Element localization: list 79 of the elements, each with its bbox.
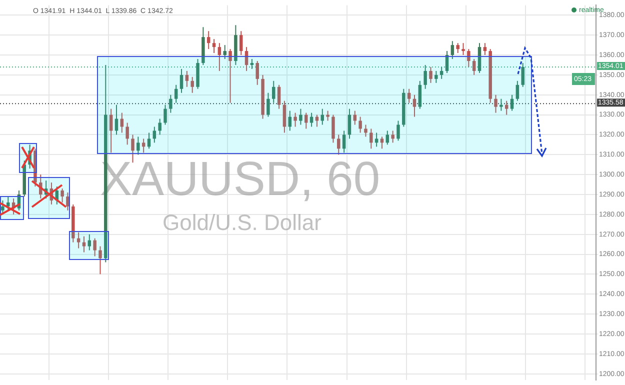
candlestick bbox=[142, 138, 146, 154]
candlestick bbox=[288, 110, 292, 132]
candlestick bbox=[304, 112, 308, 130]
candlestick bbox=[516, 80, 520, 102]
candlestick bbox=[82, 236, 86, 253]
candlestick bbox=[126, 122, 129, 146]
candlestick bbox=[424, 64, 427, 90]
candlestick bbox=[185, 70, 189, 88]
candlestick bbox=[456, 42, 460, 54]
candlestick bbox=[1, 200, 4, 215]
candlestick bbox=[266, 92, 270, 118]
candlestick bbox=[299, 108, 302, 126]
candlestick bbox=[228, 48, 232, 104]
candlestick bbox=[190, 76, 194, 94]
candlestick bbox=[407, 88, 411, 104]
candlestick bbox=[429, 66, 432, 84]
candlestick bbox=[6, 196, 10, 211]
candlestick bbox=[169, 94, 172, 114]
candlestick bbox=[450, 40, 454, 60]
candlestick bbox=[521, 62, 524, 88]
candlestick bbox=[206, 30, 210, 50]
candlestick bbox=[342, 130, 346, 154]
candlestick bbox=[412, 94, 416, 118]
candlestick bbox=[500, 98, 503, 112]
candlestick bbox=[196, 58, 200, 90]
candlestick bbox=[337, 134, 340, 156]
candlestick bbox=[353, 110, 357, 126]
candlestick bbox=[180, 68, 184, 94]
candlestick bbox=[282, 100, 286, 134]
candlestick bbox=[239, 30, 243, 56]
candlestick bbox=[478, 42, 482, 74]
candlestick bbox=[320, 108, 324, 126]
candlestick bbox=[244, 46, 248, 72]
candlestick bbox=[504, 100, 508, 116]
candlestick bbox=[88, 234, 92, 251]
candlestick bbox=[380, 136, 384, 150]
candlestick bbox=[440, 66, 444, 80]
candlestick bbox=[277, 84, 281, 110]
candlestick bbox=[294, 112, 297, 128]
candlestick bbox=[483, 42, 487, 56]
candlestick bbox=[374, 132, 378, 148]
candlestick bbox=[174, 84, 178, 104]
candlestick bbox=[272, 80, 276, 104]
candlestick bbox=[510, 94, 514, 112]
candlestick bbox=[396, 120, 400, 142]
candlestick bbox=[250, 58, 254, 70]
candlestick bbox=[364, 124, 368, 138]
candlestick bbox=[136, 136, 140, 156]
candlestick bbox=[434, 70, 438, 84]
candlestick bbox=[152, 126, 156, 144]
candlestick bbox=[147, 132, 151, 150]
candlestick bbox=[158, 118, 162, 136]
candlestick bbox=[391, 130, 394, 144]
candlestick bbox=[256, 60, 259, 86]
candlestick bbox=[358, 116, 362, 134]
candlestick bbox=[212, 38, 216, 54]
candlestick bbox=[315, 114, 319, 128]
candlestick bbox=[462, 42, 465, 56]
candlestick bbox=[60, 188, 64, 203]
candlestick bbox=[76, 232, 80, 249]
candlestick bbox=[418, 80, 422, 110]
candlestick bbox=[445, 50, 449, 74]
candlestick bbox=[348, 108, 352, 140]
candlestick bbox=[218, 42, 222, 72]
candlestick bbox=[223, 44, 226, 60]
annotation: Gold/U.S. Dollar bbox=[162, 210, 322, 235]
candlestick bbox=[370, 128, 373, 150]
candlestick bbox=[494, 94, 498, 114]
candlestick bbox=[98, 246, 102, 275]
candlestick bbox=[93, 238, 96, 257]
candlestick bbox=[332, 114, 335, 144]
candlestick bbox=[472, 58, 476, 76]
candlestick bbox=[66, 192, 70, 211]
candlestick bbox=[164, 104, 167, 126]
candlestick bbox=[326, 110, 330, 122]
candlestick bbox=[109, 108, 113, 154]
candlestick bbox=[310, 112, 314, 128]
candlestick bbox=[467, 48, 470, 68]
candlestick bbox=[386, 130, 390, 146]
